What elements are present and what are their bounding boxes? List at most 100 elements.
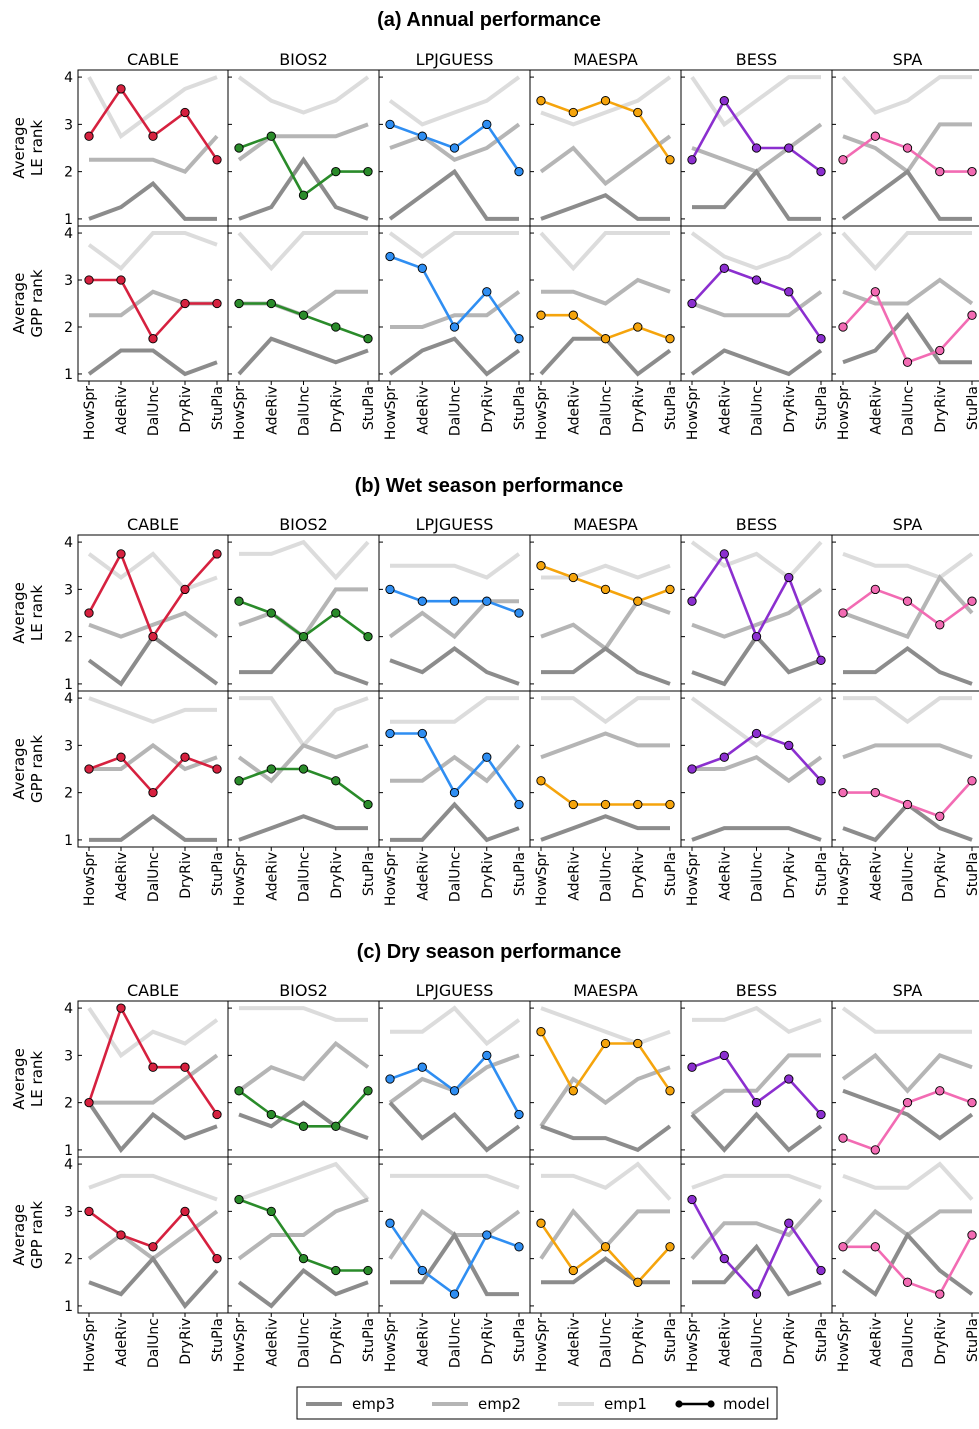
x-tick-label: AdeRiv [566, 1318, 582, 1367]
y-axis-label: Average [10, 738, 28, 800]
x-tick-label: HowSpr [232, 386, 248, 440]
model-point [514, 166, 524, 177]
line-emp1 [842, 1161, 974, 1201]
panel-title-lpjguess: LPJGUESS [416, 515, 494, 534]
x-tick-label: HowSpr [232, 1318, 248, 1372]
model-point [514, 1109, 524, 1120]
line-emp1 [88, 696, 217, 724]
model-point [784, 572, 794, 583]
model-point [816, 655, 826, 665]
model-point [331, 608, 341, 618]
model-point [967, 1097, 977, 1108]
line-emp1 [541, 1161, 672, 1201]
x-tick-label: AdeRiv [415, 1318, 431, 1367]
model-point [298, 631, 309, 642]
line-emp3 [541, 646, 671, 686]
model-point [719, 1050, 729, 1061]
section-title: (a) Annual performance [377, 9, 601, 31]
y-tick-label: 3 [64, 1204, 73, 1220]
x-tick-label: HowSpr [383, 852, 399, 906]
line-emp1 [239, 696, 369, 749]
y-tick-label: 4 [64, 535, 73, 551]
model-point [116, 1230, 126, 1240]
panel-title-maespa: MAESPA [573, 515, 638, 534]
y-tick-label: 2 [64, 165, 73, 181]
model-point [331, 1121, 341, 1131]
model-point [148, 334, 158, 344]
model-point [687, 155, 697, 165]
line-emp1 [539, 231, 670, 272]
panel-title-bios2: BIOS2 [279, 50, 328, 69]
legend-swatch-model-point [707, 1400, 715, 1408]
model-point [148, 1242, 158, 1252]
x-tick-label: DryRiv [329, 852, 345, 899]
line-emp3 [87, 633, 219, 687]
x-tick-label: StuPla [210, 852, 226, 896]
x-tick-label: DalUnc [297, 386, 313, 436]
model-point [687, 298, 697, 309]
model-point [568, 799, 578, 810]
line-emp3 [388, 168, 519, 221]
line-emp2 [237, 1197, 369, 1261]
model-point [180, 1206, 190, 1217]
model-point [816, 334, 826, 344]
model-point [633, 107, 643, 118]
model-point [633, 1038, 643, 1049]
line-emp3 [87, 1101, 218, 1154]
model-point [687, 596, 697, 606]
model-point [633, 322, 643, 332]
x-tick-label: DryRiv [480, 1318, 496, 1365]
model-point [838, 322, 848, 332]
y-tick-label: 4 [64, 226, 73, 242]
model-point [536, 776, 546, 786]
model-point [234, 596, 244, 606]
line-model [88, 1209, 219, 1260]
line-emp1 [237, 75, 370, 115]
line-emp2 [238, 587, 368, 640]
model-point [902, 1277, 913, 1287]
model-point [449, 322, 460, 332]
x-tick-label: StuPla [210, 1318, 226, 1362]
line-emp3 [841, 168, 972, 221]
line-model [89, 278, 217, 341]
x-tick-label: AdeRiv [868, 852, 884, 901]
x-tick-label: DryRiv [178, 386, 194, 433]
line-emp3 [390, 801, 520, 843]
model-point [148, 131, 158, 141]
model-point [363, 631, 373, 642]
line-emp1 [541, 696, 670, 725]
model-point [84, 275, 94, 285]
x-tick-label: HowSpr [685, 1318, 701, 1372]
model-point [687, 1194, 697, 1205]
line-emp1 [540, 75, 672, 127]
x-tick-label: HowSpr [534, 386, 550, 440]
x-tick-label: DryRiv [480, 386, 496, 433]
model-point [298, 190, 309, 200]
x-tick-label: DalUnc [448, 1318, 464, 1368]
x-tick-label: AdeRiv [868, 386, 884, 435]
line-emp3 [843, 646, 973, 686]
panel-frame [529, 69, 682, 227]
model-point [751, 1289, 762, 1299]
panel-title-lpjguess: LPJGUESS [416, 50, 494, 69]
model-point [719, 752, 729, 762]
model-point [935, 166, 945, 177]
x-tick-label: DryRiv [782, 386, 798, 433]
model-point [482, 596, 492, 606]
model-point [870, 131, 880, 141]
panel-frame [378, 690, 531, 848]
model-point [363, 1086, 373, 1096]
model-point [902, 596, 913, 606]
model-point [902, 799, 913, 810]
model-point [266, 1206, 276, 1217]
panel-title-bess: BESS [736, 515, 777, 534]
x-tick-label: StuPla [361, 1318, 377, 1362]
model-point [363, 799, 373, 810]
y-tick-label: 4 [64, 1157, 73, 1173]
model-point [417, 1062, 427, 1072]
line-emp2 [237, 122, 369, 162]
model-point [212, 155, 222, 165]
panel-title-spa: SPA [893, 981, 923, 1000]
model-point [719, 1253, 729, 1264]
model-point [751, 275, 762, 285]
